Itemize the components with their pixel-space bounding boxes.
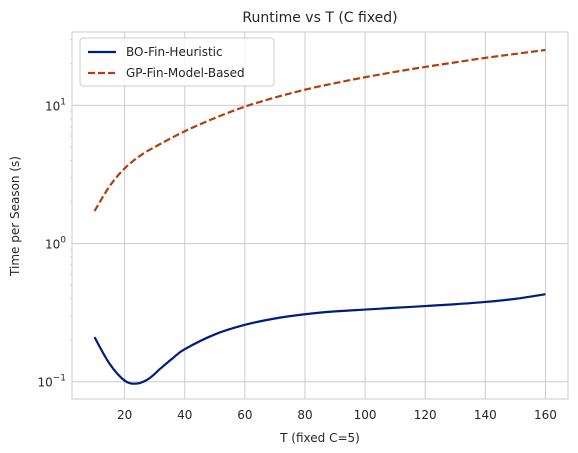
x-tick-label: 60 bbox=[237, 408, 252, 422]
legend-label: BO-Fin-Heuristic bbox=[126, 45, 223, 59]
legend-label: GP-Fin-Model-Based bbox=[126, 66, 245, 80]
x-tick-label: 160 bbox=[534, 408, 557, 422]
x-tick-label: 80 bbox=[297, 408, 312, 422]
x-tick-label: 120 bbox=[414, 408, 437, 422]
x-tick-label: 100 bbox=[354, 408, 377, 422]
x-tick-label: 140 bbox=[474, 408, 497, 422]
chart-title: Runtime vs T (C fixed) bbox=[242, 10, 397, 26]
legend: BO-Fin-Heuristic GP-Fin-Model-Based bbox=[80, 38, 274, 86]
y-axis-label: Time per Season (s) bbox=[8, 156, 22, 277]
x-axis-label: T (fixed C=5) bbox=[279, 431, 360, 445]
x-tick-label: 40 bbox=[177, 408, 192, 422]
x-tick-label: 20 bbox=[117, 408, 132, 422]
